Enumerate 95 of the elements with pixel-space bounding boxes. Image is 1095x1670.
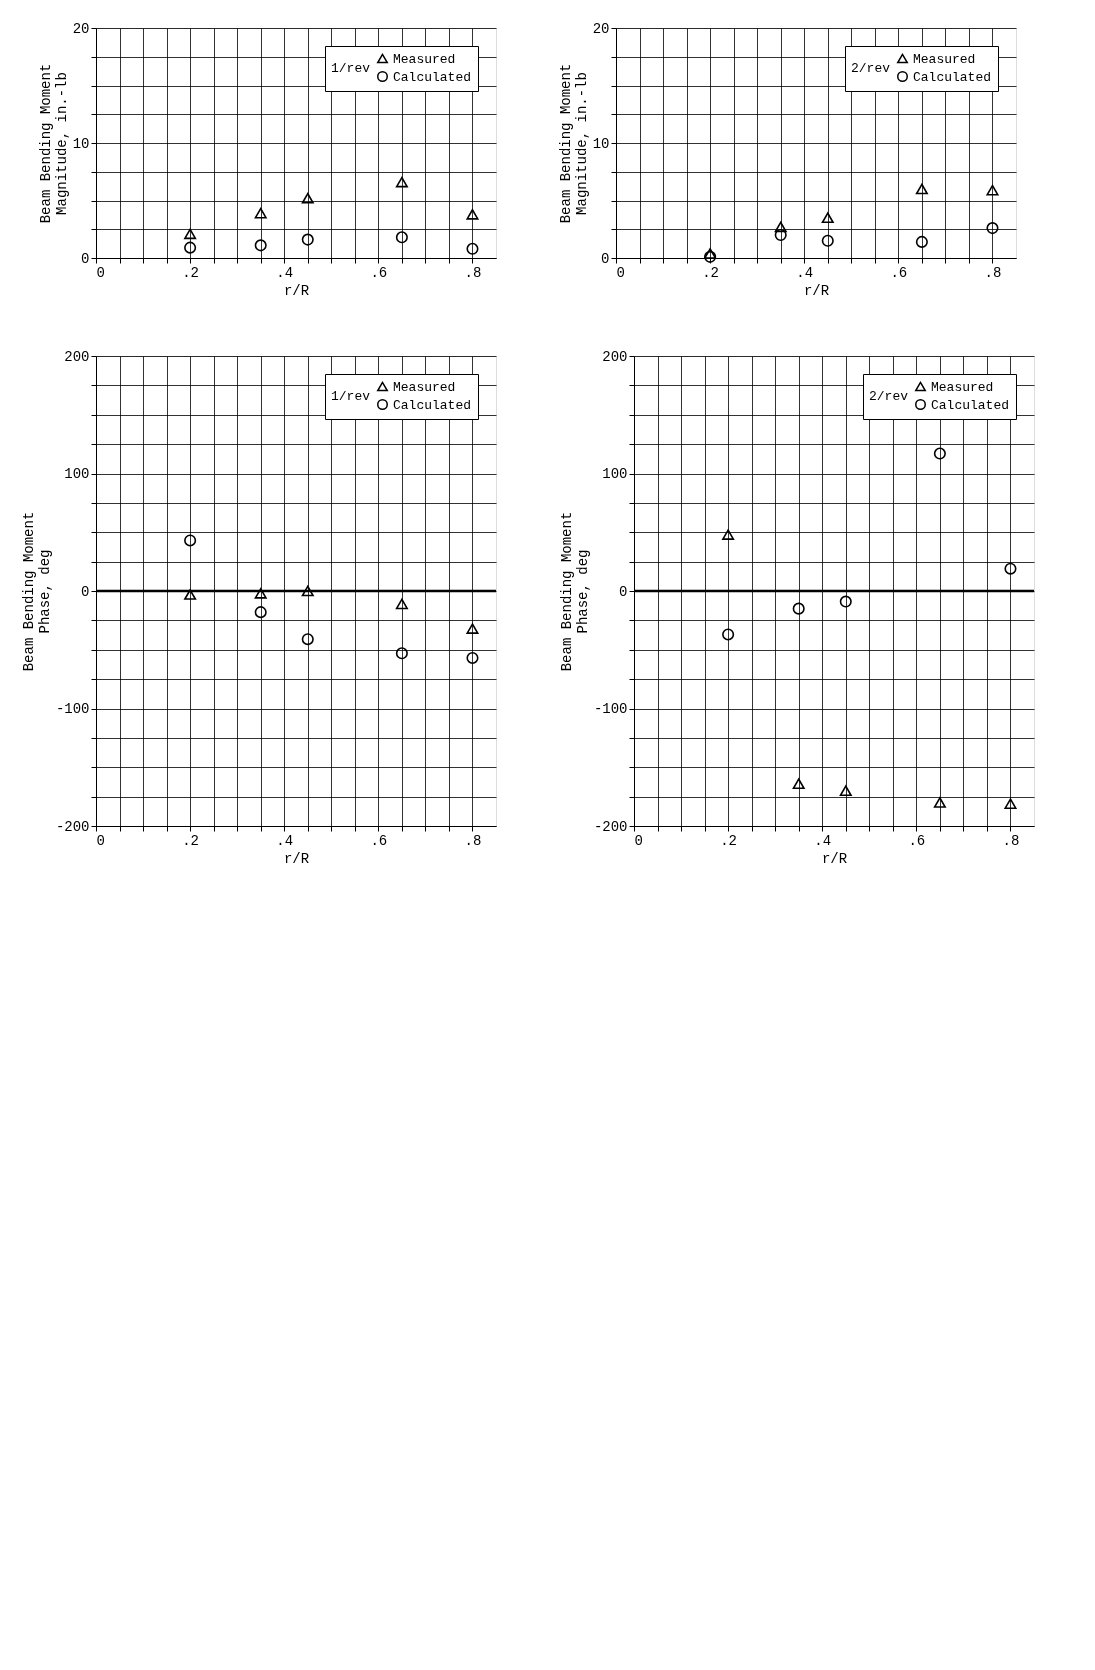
point <box>704 250 717 263</box>
y-tick-label: 20 <box>72 20 90 37</box>
point <box>466 623 479 634</box>
y-tick-label: 100 <box>64 466 90 482</box>
point <box>184 241 197 254</box>
point <box>254 606 267 619</box>
x-tick-label: 0 <box>96 832 105 849</box>
point <box>792 778 805 790</box>
point <box>395 176 408 188</box>
legend-label: Calculated <box>931 397 1010 413</box>
legend-label: Calculated <box>393 69 472 85</box>
legend-label: Measured <box>931 379 994 395</box>
point <box>466 242 479 255</box>
legend-title: 2/rev <box>869 389 909 404</box>
x-tick-label: .8 <box>464 264 482 281</box>
legend-title: 2/rev <box>851 61 891 76</box>
point <box>722 628 735 641</box>
point <box>774 228 787 242</box>
point <box>933 447 946 460</box>
point <box>254 239 267 252</box>
point <box>395 647 408 660</box>
point <box>933 797 946 808</box>
x-tick-label: 0 <box>634 832 643 849</box>
x-tick-label: .4 <box>276 832 294 849</box>
y-tick-label: 0 <box>619 583 628 600</box>
legend-label: Measured <box>393 51 456 67</box>
x-axis-title: r/R <box>283 850 310 867</box>
y-tick-label: 200 <box>602 348 628 365</box>
x-tick-label: .2 <box>182 264 200 281</box>
x-tick-label: .2 <box>702 264 720 281</box>
x-tick-label: .6 <box>908 832 926 849</box>
y-axis-title: Beam Bending Moment Magnitude, in.-lb <box>557 63 590 224</box>
x-tick-label: .6 <box>370 832 388 849</box>
y-tick-label: -100 <box>55 701 90 717</box>
y-tick-label: 200 <box>64 348 90 365</box>
point <box>184 534 197 547</box>
point <box>821 234 834 247</box>
point <box>986 222 999 235</box>
y-tick-label: -200 <box>55 818 90 835</box>
point <box>915 183 928 195</box>
point <box>839 785 852 797</box>
point <box>986 184 999 196</box>
y-tick-label: 10 <box>72 135 90 152</box>
y-tick-label: -100 <box>593 701 628 717</box>
point <box>184 228 197 240</box>
legend-label: Measured <box>913 51 976 67</box>
x-axis-title: r/R <box>283 282 310 299</box>
y-axis-title: Beam Bending Moment Phase, deg <box>20 511 53 672</box>
point <box>915 235 928 248</box>
x-axis-title: r/R <box>821 850 848 867</box>
y-axis-title: Beam Bending Moment Phase, deg <box>558 511 591 672</box>
point <box>466 208 479 220</box>
point <box>301 585 314 597</box>
point <box>184 589 197 600</box>
legend-title: 1/rev <box>331 389 371 404</box>
x-tick-label: .8 <box>1002 832 1020 849</box>
y-tick-label: 0 <box>81 250 90 267</box>
point <box>1004 562 1017 575</box>
y-tick-label: 10 <box>592 135 610 152</box>
x-axis-title: r/R <box>803 282 830 299</box>
x-tick-label: .4 <box>276 264 294 281</box>
point <box>792 602 805 615</box>
x-tick-label: 0 <box>96 264 105 281</box>
point <box>722 529 735 540</box>
point <box>704 248 717 259</box>
point <box>395 231 408 244</box>
legend-title: 1/rev <box>331 61 371 76</box>
point <box>254 588 267 599</box>
point <box>1004 798 1017 810</box>
legend-label: Calculated <box>393 397 472 413</box>
y-tick-label: 0 <box>601 250 610 267</box>
y-axis-title: Beam Bending Moment Magnitude, in.-lb <box>37 63 70 224</box>
point <box>821 212 834 224</box>
point <box>301 192 314 204</box>
x-tick-label: .4 <box>814 832 832 849</box>
point <box>301 633 314 646</box>
point <box>395 598 408 610</box>
x-tick-label: .4 <box>796 264 814 281</box>
x-tick-label: .8 <box>464 832 482 849</box>
point <box>301 233 314 246</box>
point <box>774 221 787 233</box>
x-tick-label: .2 <box>720 832 738 849</box>
point <box>466 651 479 665</box>
legend-label: Measured <box>393 379 456 395</box>
x-tick-label: .8 <box>984 264 1002 281</box>
legend-label: Calculated <box>913 69 992 85</box>
y-tick-label: -200 <box>593 818 628 835</box>
x-tick-label: .2 <box>182 832 200 849</box>
x-tick-label: .6 <box>890 264 908 281</box>
y-tick-label: 100 <box>602 466 628 482</box>
x-tick-label: .6 <box>370 264 388 281</box>
point <box>254 207 267 219</box>
y-tick-label: 20 <box>592 20 610 37</box>
y-tick-label: 0 <box>81 583 90 600</box>
point <box>839 595 852 608</box>
